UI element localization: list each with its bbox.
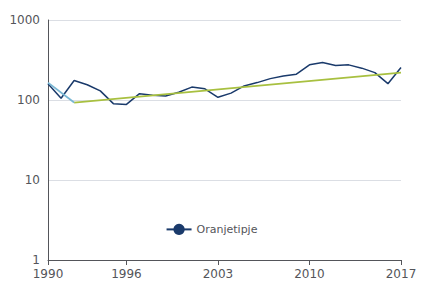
svg-text:100: 100 [17, 93, 40, 107]
svg-text:2010: 2010 [294, 267, 325, 281]
svg-text:2003: 2003 [203, 267, 234, 281]
svg-text:1: 1 [32, 253, 40, 267]
svg-text:1996: 1996 [111, 267, 142, 281]
svg-text:10: 10 [25, 173, 40, 187]
svg-text:1000: 1000 [9, 13, 40, 27]
svg-text:2017: 2017 [386, 267, 417, 281]
svg-text:1990: 1990 [33, 267, 64, 281]
svg-text:Oranjetipje: Oranjetipje [197, 223, 258, 236]
